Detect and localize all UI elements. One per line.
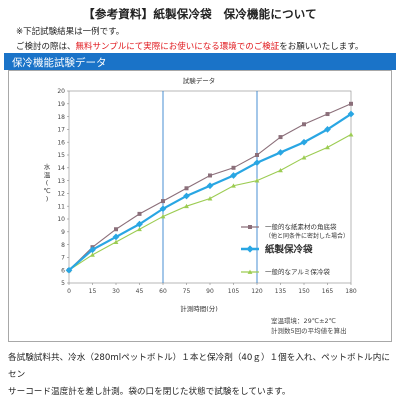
data-point-series-1 [112, 233, 120, 241]
x-tick-label: 135 [275, 288, 287, 295]
data-point-series-0 [137, 211, 142, 216]
condition-measure-count: 計測数5回の平均値を算出 [271, 326, 347, 335]
legend-label-2: 一般的なアルミ保冷袋 [265, 267, 330, 276]
legend-label-sub-0: （他と同条件に密封した場合） [265, 232, 349, 240]
y-axis-label-char: 温 [44, 170, 51, 179]
legend-swatch-marker-0 [248, 225, 252, 229]
y-tick-label: 10 [57, 216, 65, 223]
note-sample-result: ※下記試験結果は一例です。 [16, 27, 125, 37]
y-tick-label: 20 [57, 88, 65, 95]
data-point-series-2 [90, 252, 95, 257]
data-point-series-2 [325, 144, 330, 150]
data-point-series-2 [137, 226, 142, 232]
y-axis-label-char: ℃ [43, 187, 50, 195]
data-point-series-2 [184, 203, 189, 209]
chart-container: 試験データ 水温(℃) 計測時間(分) 5 6 7 8 9 10 11 12 13 14 15 16 1… [8, 70, 392, 342]
y-tick-label: 16 [57, 139, 65, 146]
data-point-series-0 [255, 153, 259, 157]
y-axis-label-group: 水温(℃) [43, 162, 50, 203]
x-tick-label: 75 [183, 288, 191, 295]
footer-line-2: サーコード温度計を差し計測。袋の口を閉じた状態で試験をしています。 [8, 387, 291, 397]
y-tick-label: 19 [57, 101, 65, 108]
y-tick-label: 14 [57, 165, 65, 172]
data-point-series-0 [231, 165, 236, 170]
note-text-start: ご検討の際は、 [16, 42, 76, 52]
data-point-series-0 [325, 112, 330, 117]
section-header-bar: 保冷機能試験データ [4, 53, 396, 70]
section-title: 保冷機能試験データ [12, 57, 107, 69]
x-tick-label: 30 [112, 288, 120, 295]
y-tick-label: 15 [57, 152, 65, 159]
data-point-series-2 [231, 183, 236, 188]
data-point-series-2 [254, 178, 260, 183]
y-tick-label: 7 [61, 255, 65, 262]
data-point-series-1 [136, 220, 143, 228]
y-tick-label: 13 [57, 178, 65, 185]
data-point-series-0 [184, 186, 189, 191]
legend-swatch-marker-1 [246, 245, 254, 253]
y-tick-label: 11 [57, 203, 65, 210]
data-point-series-2 [301, 155, 307, 160]
legend-label-1: 紙製保冷袋 [265, 244, 313, 256]
note-text-end: をお願いいたします。 [279, 42, 364, 52]
x-tick-label: 45 [136, 288, 144, 295]
y-tick-label: 18 [57, 114, 65, 121]
data-point-series-2 [348, 132, 354, 137]
data-point-series-0 [302, 122, 306, 127]
data-point-series-2 [207, 196, 213, 201]
data-point-series-1 [65, 266, 73, 274]
y-tick-label: 9 [61, 229, 65, 236]
data-point-series-0 [114, 227, 118, 232]
y-tick-label: 8 [61, 242, 65, 249]
data-point-series-1 [277, 149, 284, 156]
data-point-series-2 [113, 239, 119, 244]
note-verification: ご検討の際は、無料サンプルにて実際にお使いになる環境でのご検証をお願いいたします… [16, 40, 363, 52]
data-point-series-1 [159, 205, 167, 213]
condition-room-temp: 室温環境：29℃±2℃ [271, 316, 336, 325]
footer-line-1: 各試験試料共、冷水（280mlペットボトル）１本と保冷剤（40ｇ）１個を入れ、ペ… [8, 353, 390, 380]
chart-title: 試験データ [183, 76, 216, 85]
x-tick-label: 105 [228, 288, 240, 295]
data-point-series-0 [278, 135, 283, 140]
x-tick-label: 120 [251, 288, 263, 295]
data-point-series-1 [89, 246, 96, 254]
data-point-series-2 [278, 167, 283, 173]
data-point-series-0 [208, 173, 212, 178]
legend-swatch-marker-2 [247, 269, 253, 274]
footer-note: 各試験試料共、冷水（280mlペットボトル）１本と保冷剤（40ｇ）１個を入れ、ペ… [8, 350, 394, 401]
chart-svg: 試験データ 水温(℃) 計測時間(分) 5 6 7 8 9 10 11 12 13 14 15 16 1… [43, 76, 357, 335]
y-axis-label-char: ) [46, 195, 49, 203]
x-tick-label: 60 [159, 288, 167, 295]
y-tick-label: 6 [61, 267, 65, 274]
data-point-series-1 [206, 182, 214, 190]
y-tick-label: 17 [57, 127, 65, 134]
data-point-series-1 [347, 110, 355, 118]
page-title: 【参考資料】紙製保冷袋 保冷機能について [83, 7, 317, 21]
data-point-series-2 [160, 214, 166, 219]
x-tick-label: 15 [89, 288, 97, 295]
x-tick-label: 180 [345, 288, 357, 295]
y-tick-label: 5 [61, 280, 65, 287]
x-tick-label: 90 [206, 288, 214, 295]
chart-plot-layer: 5 6 7 8 9 10 11 12 13 14 15 16 17 18 19 20 0 15 30 45 60 75 90… [57, 88, 357, 295]
x-tick-label: 165 [322, 288, 334, 295]
data-point-series-0 [349, 101, 353, 106]
y-axis-label-char: 水 [44, 162, 51, 171]
legend-label-0: 一般的な紙素材の角底袋 [265, 222, 337, 231]
x-tick-label: 150 [298, 288, 310, 295]
x-tick-label: 0 [67, 288, 71, 295]
data-point-series-0 [161, 199, 165, 204]
x-axis-label: 計測時間(分) [180, 304, 218, 313]
y-axis-label-char: ( [46, 179, 49, 187]
note-text-highlight: 無料サンプルにて実際にお使いになる環境でのご検証 [75, 42, 280, 52]
y-tick-label: 12 [57, 191, 65, 198]
